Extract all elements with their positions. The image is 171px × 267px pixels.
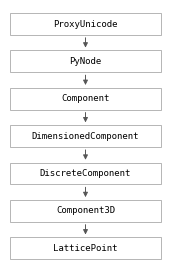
Text: LatticePoint: LatticePoint xyxy=(53,244,118,253)
Text: Component3D: Component3D xyxy=(56,206,115,215)
FancyBboxPatch shape xyxy=(10,50,161,72)
FancyBboxPatch shape xyxy=(10,125,161,147)
FancyBboxPatch shape xyxy=(10,200,161,222)
Text: Component: Component xyxy=(61,94,110,103)
FancyBboxPatch shape xyxy=(10,88,161,110)
FancyBboxPatch shape xyxy=(10,163,161,184)
Text: PyNode: PyNode xyxy=(69,57,102,66)
Text: DiscreteComponent: DiscreteComponent xyxy=(40,169,131,178)
FancyBboxPatch shape xyxy=(10,237,161,259)
Text: DimensionedComponent: DimensionedComponent xyxy=(32,132,139,141)
Text: ProxyUnicode: ProxyUnicode xyxy=(53,19,118,29)
FancyBboxPatch shape xyxy=(10,13,161,35)
